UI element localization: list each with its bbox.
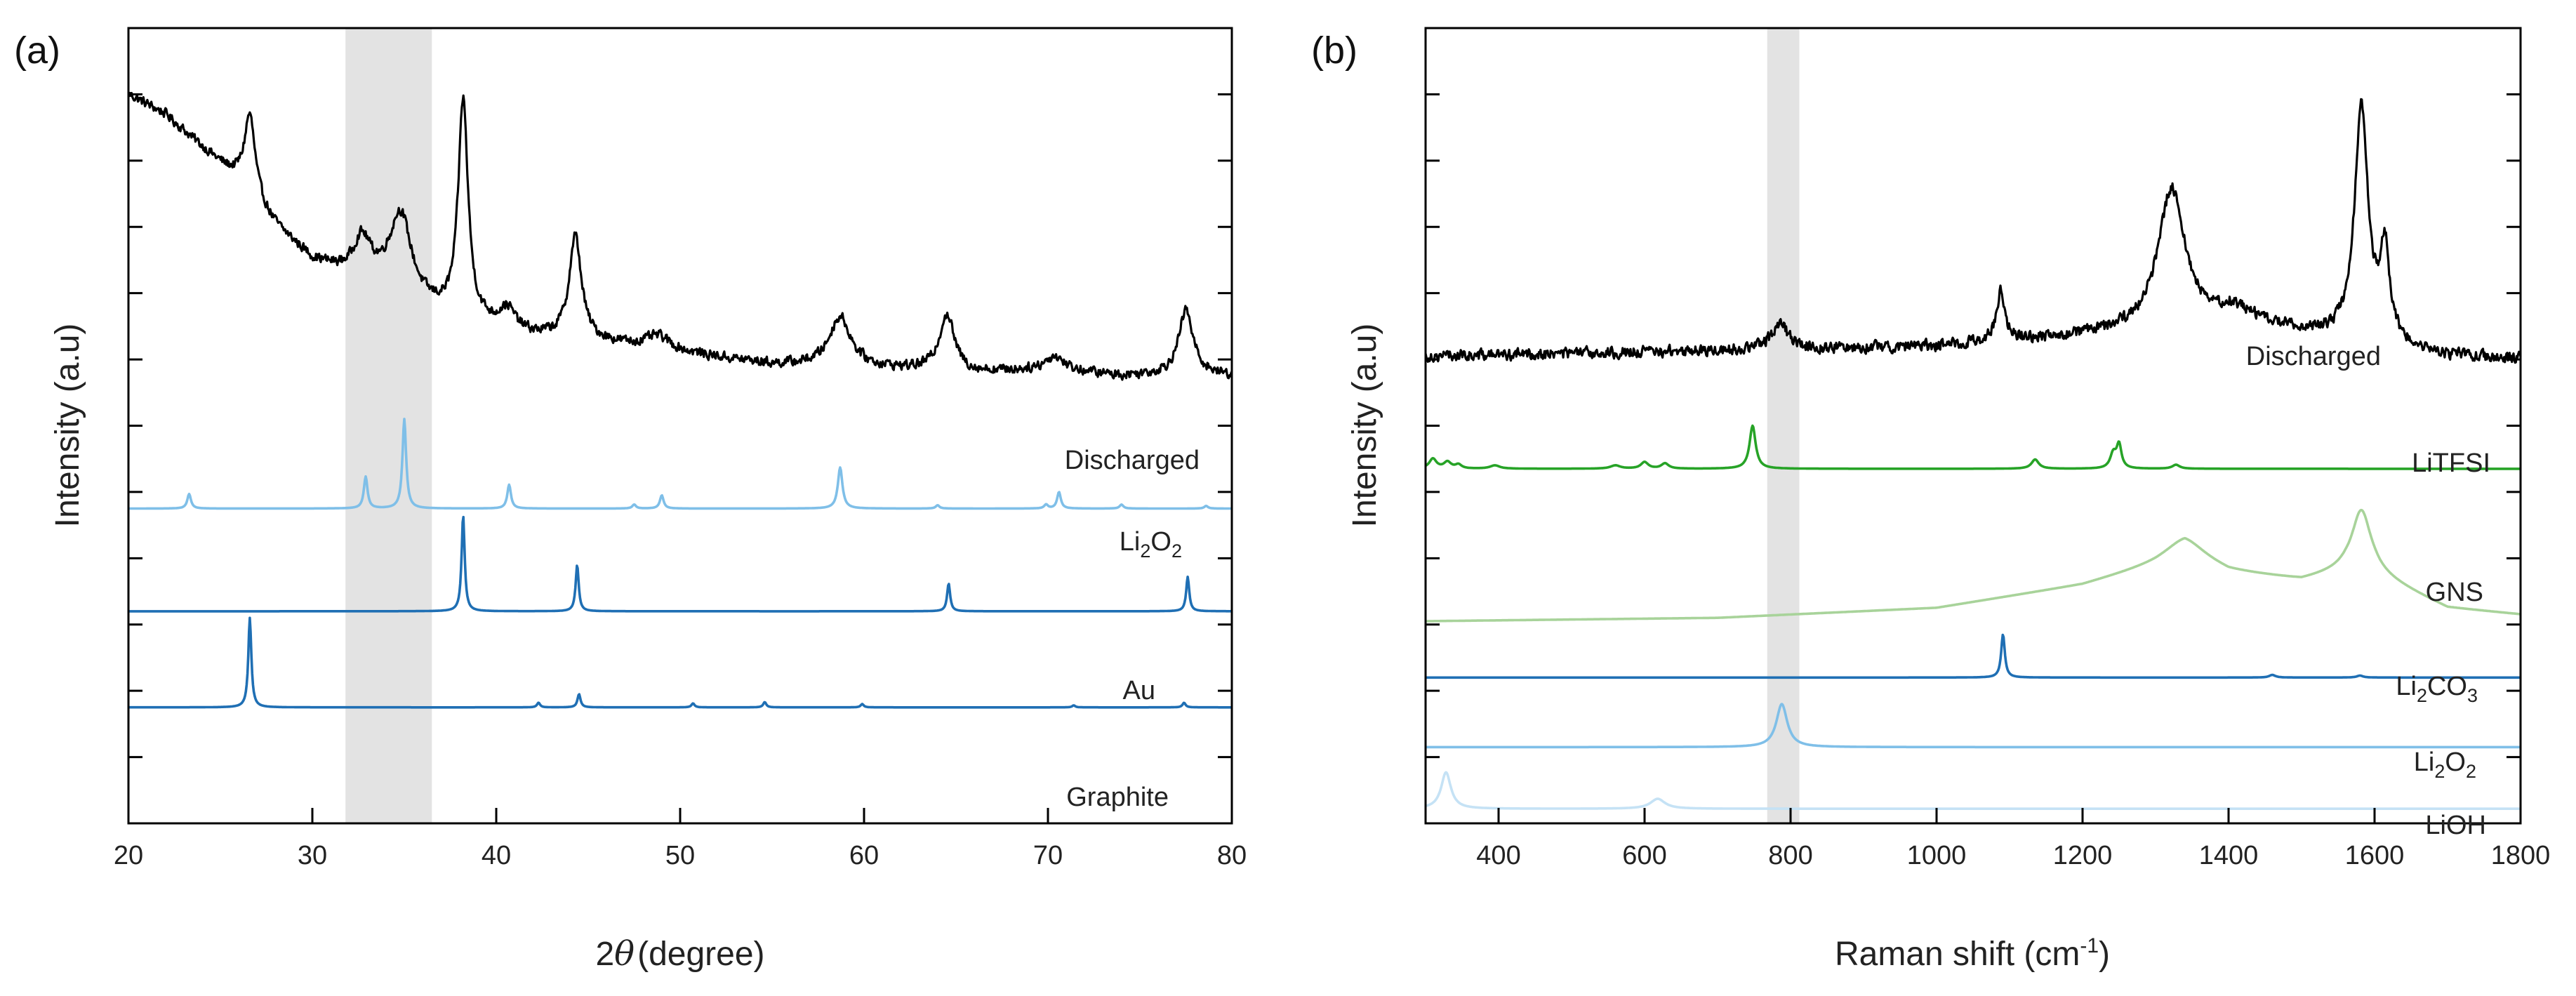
- panel-a-ylabel: Intensity (a.u): [49, 324, 86, 528]
- series-line-b-li2o2: [1425, 703, 2521, 749]
- x-tick-label-a-60: 60: [849, 841, 879, 870]
- panel-b-xlabel-main: Raman shift (cm: [1835, 936, 2080, 973]
- series-label-a-li2o2: Li2O2: [1120, 527, 1182, 562]
- series-label-b-lioh: LiOH: [2425, 811, 2486, 840]
- x-tick-label-b-1400: 1400: [2199, 841, 2259, 870]
- panel-a: 20 30 40 50 60 70 80 (a) Intensity (a.u) 2θ(de…: [14, 27, 1247, 974]
- series-line-a-li2o2: [128, 418, 1233, 510]
- series-line-b-litfsi: [1425, 424, 2521, 470]
- panel-a-xlabel-prefix: 2: [595, 936, 614, 973]
- x-tick-label-b-1000: 1000: [1907, 841, 1967, 870]
- series-label-b-discharged: Discharged: [2246, 342, 2381, 371]
- series-line-b-lioh: [1425, 771, 2521, 810]
- series-line-b-discharged: [1424, 98, 2522, 364]
- panel-b-ticks: 400 600 800 1000 1200 1400 1600 1800: [1426, 93, 2551, 870]
- x-tick-label-b-800: 800: [1768, 841, 1812, 870]
- x-tick-label-b-1200: 1200: [2053, 841, 2113, 870]
- x-tick-label-a-50: 50: [665, 841, 695, 870]
- panel-b-xlabel-end: ): [2099, 936, 2110, 973]
- series-line-a-au: [128, 515, 1233, 613]
- panel-a-xlabel-theta: θ: [614, 934, 635, 974]
- panel-b-ylabel: Intensity (a.u): [1346, 324, 1383, 528]
- x-tick-label-a-80: 80: [1217, 841, 1247, 870]
- series-label-a-graphite: Graphite: [1066, 783, 1169, 812]
- series-label-b-gns: GNS: [2426, 578, 2483, 607]
- panel-b: 400 600 800 1000 1200 1400 1600 1800 (b) Intens…: [1311, 27, 2551, 973]
- panel-a-label: (a): [14, 29, 60, 72]
- panel-b-frame: [1424, 27, 2522, 825]
- series-label-b-li2o2: Li2O2: [2414, 748, 2476, 782]
- series-label-a-discharged: Discharged: [1065, 446, 1200, 475]
- panel-a-xlabel-suffix: (degree): [637, 936, 764, 973]
- series-line-b-gns: [1425, 508, 2521, 623]
- x-tick-label-a-20: 20: [114, 841, 143, 870]
- panel-a-ticks: 20 30 40 50 60 70 80: [114, 93, 1247, 870]
- series-line-a-graphite: [128, 616, 1233, 709]
- x-tick-label-a-30: 30: [298, 841, 327, 870]
- series-line-a-discharged: [127, 91, 1233, 381]
- panel-a-series: [127, 91, 1233, 709]
- panel-b-series-labels: Discharged LiTFSI GNS Li2CO3 Li2O2 LiOH: [2246, 342, 2490, 840]
- panel-b-highlight-band: [1767, 28, 1800, 823]
- x-tick-label-b-600: 600: [1622, 841, 1666, 870]
- x-tick-label-b-400: 400: [1476, 841, 1520, 870]
- panel-a-xlabel: 2θ(degree): [595, 934, 764, 974]
- series-line-b-li2co3: [1425, 633, 2521, 679]
- panel-b-xlabel-sup: -1: [2080, 934, 2099, 957]
- panel-b-series: [1424, 98, 2522, 810]
- panel-b-xlabel: Raman shift (cm-1): [1835, 934, 2110, 973]
- x-tick-label-b-1800: 1800: [2491, 841, 2551, 870]
- series-label-b-li2co3: Li2CO3: [2396, 672, 2478, 706]
- x-tick-label-b-1600: 1600: [2345, 841, 2405, 870]
- x-tick-label-a-40: 40: [482, 841, 511, 870]
- x-tick-label-a-70: 70: [1033, 841, 1063, 870]
- panel-a-series-labels: Discharged Li2O2 Au Graphite: [1065, 446, 1200, 812]
- series-label-b-litfsi: LiTFSI: [2412, 449, 2490, 478]
- panel-b-label: (b): [1311, 29, 1357, 72]
- panel-a-highlight-band: [345, 28, 432, 823]
- panel-a-frame: [127, 27, 1233, 825]
- series-label-a-au: Au: [1123, 676, 1155, 705]
